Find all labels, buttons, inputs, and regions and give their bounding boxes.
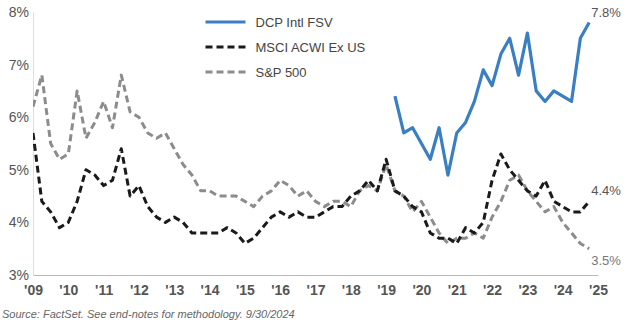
legend-item: MSCI ACWI Ex US [206,40,366,55]
x-tick: '23 [518,275,537,298]
x-tick-label: '24 [554,282,573,298]
x-axis: '09 '10 '11 '12 '13 '14 '15 '16 '17 '18 '19 '20 '21 '… [24,275,608,298]
y-tick-label: 5% [9,162,29,178]
end-label: 3.5% [591,253,621,268]
y-tick: 7% [9,57,33,73]
x-tick: '12 [130,275,149,298]
x-tick: '21 [448,275,467,298]
x-tick: '13 [165,275,184,298]
lines [33,23,589,249]
y-tick: 4% [9,214,33,230]
x-tick-label: '15 [236,282,255,298]
y-axis: 3% 4% 5% 6% 7% 8% [9,4,34,283]
legend-swatch [206,71,246,74]
x-tick: '14 [201,275,220,298]
x-tick-label: '23 [518,282,537,298]
x-tick-label: '09 [24,282,43,298]
x-tick: '11 [95,275,113,298]
x-tick-label: '21 [448,282,467,298]
legend-label: DCP Intl FSV [256,15,333,30]
source-note: Source: FactSet. See end-notes for metho… [2,308,295,320]
legend-swatch [206,46,246,49]
x-tick-label: '17 [307,282,326,298]
series-line [33,75,589,249]
x-tick-label: '19 [377,282,396,298]
x-tick-label: '14 [201,282,220,298]
y-tick: 5% [9,162,33,178]
x-tick: '18 [342,275,361,298]
x-tick: '25 [589,275,608,298]
x-tick-label: '16 [271,282,290,298]
legend-swatch [206,21,246,24]
chart: '09 '10 '11 '12 '13 '14 '15 '16 '17 '18 '19 '20 '21 '… [0,0,640,324]
end-label: 4.4% [591,183,621,198]
y-tick-label: 3% [9,267,29,283]
x-tick: '17 [307,275,326,298]
y-tick-label: 7% [9,57,29,73]
x-tick: '15 [236,275,255,298]
x-tick: '19 [377,275,396,298]
x-axis-line [34,275,599,276]
series-line [395,23,589,176]
x-tick-label: '22 [483,282,502,298]
x-tick-label: '11 [95,282,113,298]
x-tick-label: '20 [412,282,431,298]
x-tick: '10 [59,275,78,298]
y-tick-label: 8% [9,4,29,20]
x-tick: '20 [412,275,431,298]
y-tick-label: 6% [9,109,29,125]
legend-label: MSCI ACWI Ex US [256,40,366,55]
x-tick: '24 [554,275,573,298]
x-tick-label: '10 [59,282,78,298]
end-labels: 7.8% 4.4% 3.5% [591,5,621,268]
series-line [33,133,589,243]
x-tick: '16 [271,275,290,298]
x-tick-label: '13 [165,282,184,298]
x-tick-label: '18 [342,282,361,298]
legend-item: DCP Intl FSV [206,15,333,30]
x-tick-label: '12 [130,282,149,298]
end-label: 7.8% [591,5,621,20]
x-tick: '22 [483,275,502,298]
x-tick-label: '25 [589,282,608,298]
legend-label: S&P 500 [256,65,307,80]
y-tick-label: 4% [9,214,29,230]
y-tick: 8% [9,4,33,20]
y-tick: 3% [9,267,33,283]
legend-item: S&P 500 [206,65,307,80]
y-tick: 6% [9,109,33,125]
legend: DCP Intl FSV MSCI ACWI Ex US S&P 500 [206,15,366,80]
